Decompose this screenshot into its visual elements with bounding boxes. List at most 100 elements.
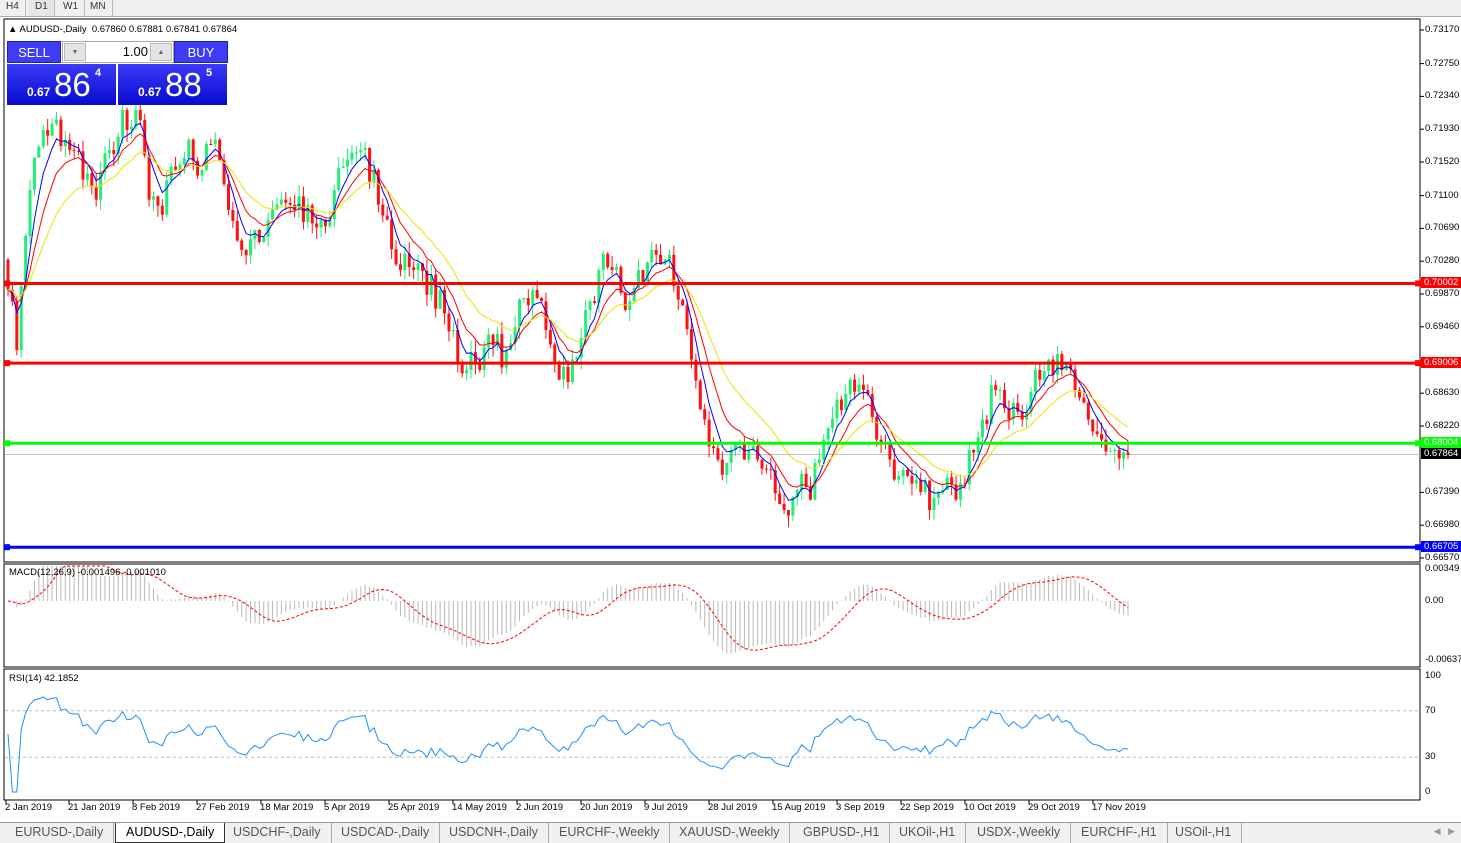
rsi-label: RSI(14) 42.1852 [9, 673, 79, 684]
price-axis-label: 0.73170 [1425, 24, 1460, 35]
candle-body [517, 299, 521, 328]
price-chart[interactable] [0, 0, 1461, 822]
sell-button[interactable]: SELL [7, 41, 61, 63]
sell-price[interactable]: 0.67 86 4 [7, 64, 116, 105]
candle-body [1029, 391, 1033, 412]
candle-body [443, 290, 447, 314]
rsi-line [7, 696, 1129, 793]
level-price-tag: 0.70002 [1421, 277, 1461, 289]
candle-body [191, 139, 195, 161]
candle-body [1100, 434, 1104, 440]
candle-body [817, 459, 821, 464]
level-handle [1415, 360, 1421, 367]
candle-body [41, 130, 45, 147]
chart-tab[interactable]: XAUUSD-,Weekly [669, 823, 791, 843]
candle-body [861, 384, 865, 390]
date-axis-label: 17 Nov 2019 [1092, 802, 1146, 813]
candle-body [760, 459, 764, 469]
ma-fast-line [7, 122, 1129, 501]
main-panel [3, 18, 1421, 563]
candle-body [222, 160, 226, 185]
chart-header: ▲ AUDUSD-,Daily 0.67860 0.67881 0.67841 … [8, 24, 238, 35]
timeframe-d1[interactable]: D1 [29, 0, 55, 16]
chart-tab[interactable]: USDCAD-,Daily [331, 823, 441, 843]
candle-body [204, 143, 208, 170]
candle-body [1086, 402, 1090, 420]
date-axis-label: 15 Aug 2019 [772, 802, 826, 813]
timeframe-toolbar: H4 D1 W1 MN [0, 0, 1461, 17]
candle-body [584, 310, 588, 338]
candle-body [963, 483, 967, 485]
buy-price-fraction: 5 [206, 67, 213, 79]
lot-size-value[interactable]: 1.00 [122, 44, 148, 59]
candle-body [910, 475, 914, 484]
chart-tab[interactable]: UKOil-,H1 [889, 823, 967, 843]
candle-body [231, 210, 235, 222]
timeframe-h4[interactable]: H4 [0, 0, 26, 16]
chart-tab[interactable]: USDCHF-,Daily [223, 823, 332, 843]
macd-label: MACD(12,26,9) -0.001496 -0.001010 [9, 567, 166, 578]
lot-increase-icon[interactable]: ▲ [150, 43, 172, 61]
candle-body [980, 419, 984, 438]
candle-body [712, 446, 716, 449]
chart-tab[interactable]: USOil-,H1 [1165, 823, 1243, 843]
candle-body [235, 221, 239, 241]
buy-price[interactable]: 0.67 88 5 [118, 64, 227, 105]
tab-scroll-arrows-icon[interactable]: ◀ ▶ [1433, 826, 1455, 836]
date-axis-label: 5 Apr 2019 [324, 802, 370, 813]
candle-body [275, 204, 279, 210]
candle-body [654, 250, 658, 255]
candle-body [531, 290, 535, 306]
macd-axis-label: 0.00349 [1425, 562, 1460, 574]
timeframe-mn[interactable]: MN [84, 0, 113, 16]
candle-body [59, 119, 63, 147]
chart-tab[interactable]: EURCHF-,Weekly [549, 823, 671, 843]
candle-body [332, 190, 336, 220]
chart-tab[interactable]: USDCNH-,Daily [439, 823, 549, 843]
lot-size-field[interactable]: ▼ 1.00 ▲ [62, 41, 174, 63]
timeframe-w1[interactable]: W1 [57, 0, 85, 16]
rsi-axis-label: 70 [1425, 704, 1436, 716]
price-axis-label: 0.71520 [1425, 156, 1460, 167]
date-axis-label: 29 Oct 2019 [1028, 802, 1080, 813]
date-axis-label: 10 Oct 2019 [964, 802, 1016, 813]
candle-body [804, 473, 808, 488]
chart-tab[interactable]: USDX-,Weekly [967, 823, 1072, 843]
price-axis-label: 0.71930 [1425, 123, 1460, 135]
candle-body [835, 399, 839, 419]
macd-axis-label: 0.00 [1425, 595, 1444, 606]
candle-body [465, 370, 469, 374]
candle-body [46, 130, 50, 136]
price-axis-label: 0.72340 [1425, 90, 1460, 102]
candle-body [147, 155, 151, 200]
date-axis-label: 27 Feb 2019 [196, 802, 250, 813]
candle-body [90, 173, 94, 187]
candle-body [615, 266, 619, 270]
candle-body [667, 254, 671, 260]
chart-tab[interactable]: EURCHF-,H1 [1071, 823, 1168, 843]
candle-body [769, 469, 773, 471]
chart-tab[interactable]: EURUSD-,Daily [5, 823, 115, 843]
candle-body [434, 274, 438, 309]
chart-tab[interactable]: GBPUSD-,H1 [793, 823, 891, 843]
candle-body [540, 297, 544, 302]
date-axis-label: 9 Jul 2019 [644, 802, 688, 813]
level-price-tag: 0.68004 [1421, 437, 1461, 449]
candle-body [306, 205, 310, 222]
candle-body [138, 110, 142, 121]
candle-body [989, 385, 993, 424]
candle-body [707, 419, 711, 447]
candle-body [94, 186, 98, 200]
candle-body [50, 123, 54, 136]
candle-body [456, 330, 460, 362]
candle-body [892, 459, 896, 480]
candle-body [703, 409, 707, 420]
lot-decrease-icon[interactable]: ▼ [64, 43, 86, 61]
candle-body [870, 393, 874, 417]
chart-tab[interactable]: AUDUSD-,Daily [115, 823, 226, 843]
candle-body [1113, 450, 1117, 452]
candle-body [469, 352, 473, 370]
buy-button[interactable]: BUY [174, 41, 228, 63]
rsi-axis-label: 100 [1425, 670, 1441, 681]
candle-body [632, 287, 636, 302]
